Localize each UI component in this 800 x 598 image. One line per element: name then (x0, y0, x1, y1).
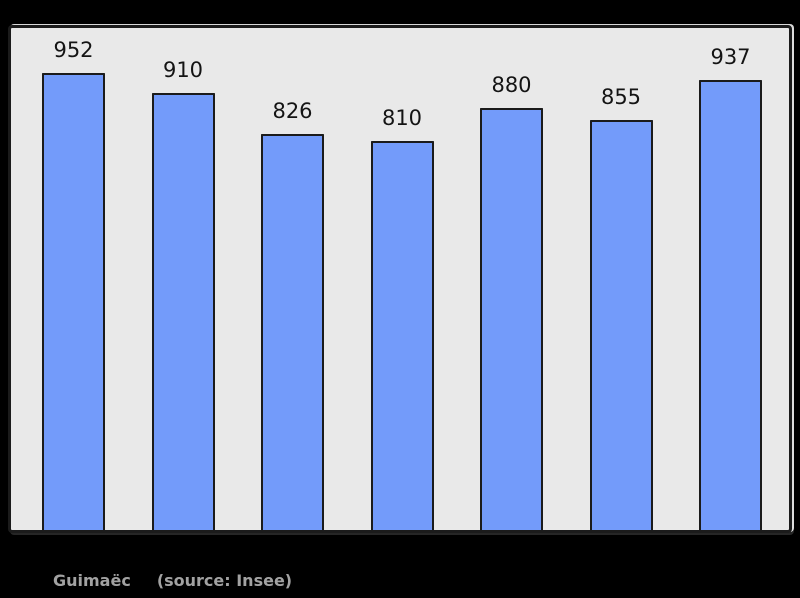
bar-value-label: 880 (491, 73, 532, 97)
bar-value-label: 810 (381, 106, 423, 130)
bar (261, 134, 324, 530)
chart-caption: Guimaëc (source: Insee) (53, 571, 292, 590)
caption-commune: Guimaëc (53, 571, 131, 590)
bar (699, 80, 762, 530)
plot-area: 952 910 826 810 880 855 937 (11, 28, 789, 530)
bar-value-label: 855 (600, 85, 642, 109)
bar (42, 73, 105, 530)
bar (370, 141, 434, 530)
bar (589, 120, 653, 530)
bar-value-label: 952 (53, 38, 94, 62)
caption-source: (source: Insee) (156, 571, 293, 590)
bar (151, 93, 215, 530)
bar-value-label: 826 (272, 99, 313, 123)
plot-panel: 952 910 826 810 880 855 937 (8, 25, 792, 533)
bar-value-label: 910 (162, 58, 204, 82)
bar (480, 108, 543, 530)
bar-value-label: 937 (710, 45, 751, 69)
